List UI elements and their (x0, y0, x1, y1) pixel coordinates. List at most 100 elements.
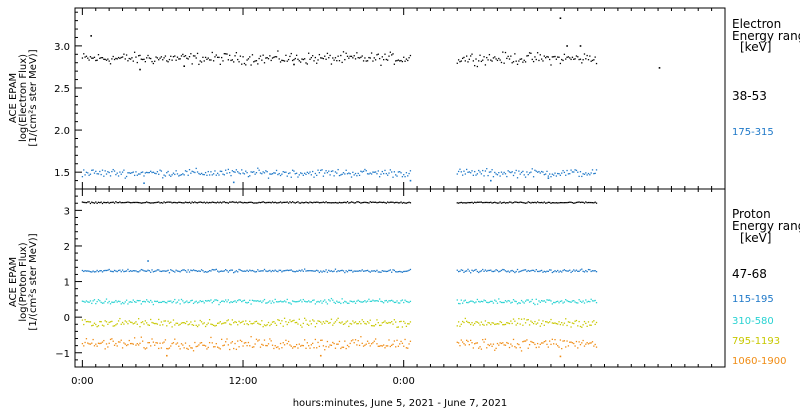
data-point (227, 202, 229, 204)
data-point (162, 59, 164, 61)
data-point (227, 59, 229, 61)
data-point (172, 300, 175, 303)
data-point (155, 342, 157, 344)
data-point (89, 202, 92, 205)
data-point (218, 56, 220, 59)
data-point (506, 175, 508, 178)
data-point (99, 170, 101, 173)
data-point (538, 170, 540, 173)
data-point (492, 201, 495, 204)
data-point (382, 201, 385, 203)
data-point (365, 270, 367, 272)
data-point (305, 201, 307, 203)
data-point (146, 270, 148, 272)
data-point (298, 60, 300, 62)
data-point (174, 201, 176, 204)
data-point (397, 345, 400, 347)
data-point (543, 270, 545, 273)
data-point (475, 301, 477, 303)
data-point (287, 321, 290, 324)
data-point (526, 270, 528, 273)
data-point (511, 322, 513, 325)
data-point (559, 339, 562, 341)
data-point (554, 55, 556, 58)
data-point (221, 338, 223, 341)
data-point (178, 175, 180, 177)
data-point (461, 269, 464, 272)
data-point (286, 298, 288, 301)
data-point (281, 59, 283, 61)
data-point (174, 271, 176, 273)
data-point (385, 270, 387, 273)
data-point (96, 202, 98, 205)
data-point (508, 322, 511, 325)
data-point (140, 202, 142, 204)
data-point (269, 300, 271, 302)
data-point (532, 60, 535, 63)
data-point (496, 202, 499, 204)
data-point (336, 300, 338, 302)
data-point (270, 59, 272, 62)
data-point (396, 339, 398, 341)
data-point (408, 172, 410, 175)
data-point (168, 300, 171, 302)
data-point (476, 270, 479, 273)
data-point (561, 347, 563, 350)
data-point (574, 202, 576, 204)
data-point (594, 299, 596, 302)
data-point (557, 172, 559, 175)
data-point (472, 174, 475, 176)
data-point (352, 201, 354, 203)
data-point (475, 58, 477, 60)
data-point (116, 58, 118, 60)
data-point (380, 324, 382, 327)
data-point (520, 171, 523, 174)
data-point (528, 344, 531, 346)
data-point (91, 342, 93, 344)
data-point (203, 173, 205, 176)
data-point (483, 299, 485, 301)
data-point (573, 58, 575, 60)
data-point (204, 171, 207, 174)
data-point (144, 201, 146, 204)
data-point (200, 300, 203, 303)
data-point (377, 300, 379, 302)
data-point (204, 325, 207, 328)
data-point (136, 271, 138, 273)
data-point (538, 59, 540, 62)
data-point (83, 169, 85, 171)
data-point (150, 170, 152, 172)
data-point (528, 324, 531, 326)
data-point (188, 345, 191, 347)
data-point (231, 269, 234, 271)
data-point (210, 323, 212, 325)
data-point (461, 57, 464, 60)
data-point (223, 53, 225, 55)
data-point (147, 300, 149, 303)
data-point (180, 298, 183, 301)
data-point (512, 201, 515, 204)
data-point (403, 270, 405, 273)
data-point (249, 201, 251, 204)
data-point (301, 58, 303, 60)
data-point (108, 171, 110, 174)
data-point (559, 270, 562, 272)
data-point (589, 342, 591, 344)
data-point (399, 320, 401, 323)
data-point (146, 57, 148, 59)
data-point (299, 270, 302, 272)
data-point (404, 176, 406, 178)
data-point (370, 201, 373, 204)
data-point (150, 271, 152, 273)
data-point (135, 270, 137, 272)
data-point (377, 322, 379, 324)
data-point (84, 301, 86, 303)
data-point (520, 270, 523, 272)
data-point (304, 317, 306, 319)
data-point (128, 172, 130, 174)
data-point (120, 173, 122, 175)
data-point (88, 174, 90, 176)
data-point (338, 340, 341, 343)
data-point (510, 302, 512, 304)
data-point (503, 344, 505, 346)
